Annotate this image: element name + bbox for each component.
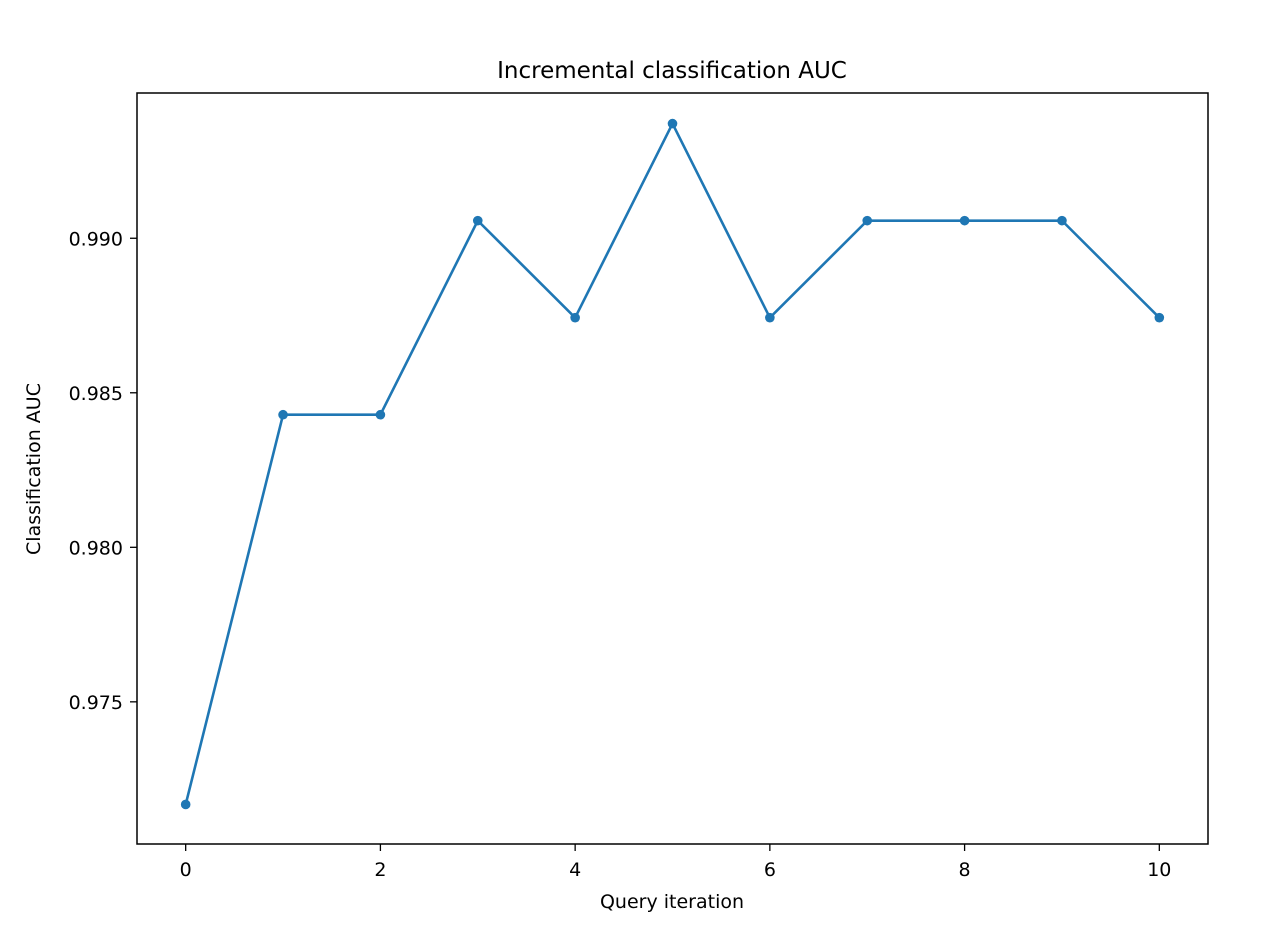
data-point xyxy=(570,312,580,323)
x-tick-label: 0 xyxy=(180,859,192,881)
x-tick-label: 6 xyxy=(764,859,776,881)
y-tick-label: 0.980 xyxy=(69,537,123,559)
data-point xyxy=(375,409,386,420)
y-tick-label: 0.985 xyxy=(69,383,123,405)
data-point xyxy=(765,312,775,323)
x-axis-label: Query iteration xyxy=(600,891,744,913)
x-tick-label: 4 xyxy=(569,859,581,881)
x-tick-label: 8 xyxy=(959,859,971,881)
x-tick-label: 2 xyxy=(374,859,386,881)
series-line xyxy=(184,122,1162,807)
y-tick-label: 0.975 xyxy=(69,692,123,714)
data-point xyxy=(667,118,678,129)
data-point xyxy=(278,409,288,420)
data-point xyxy=(1154,312,1165,323)
data-point xyxy=(959,215,970,226)
data-point xyxy=(472,215,483,226)
plot-frame xyxy=(136,92,1209,845)
y-axis-label: Classification AUC xyxy=(23,383,45,555)
y-tick-label: 0.990 xyxy=(69,228,123,250)
data-point xyxy=(1057,215,1067,226)
chart-title: Incremental classification AUC xyxy=(497,58,847,84)
data-point xyxy=(862,215,873,226)
data-series xyxy=(180,118,1165,810)
data-point xyxy=(180,799,191,810)
axes: 0 2 4 6 8 10 0.975 0.980 0.985 0.990 xyxy=(69,92,1209,881)
x-tick-label: 10 xyxy=(1147,859,1171,881)
